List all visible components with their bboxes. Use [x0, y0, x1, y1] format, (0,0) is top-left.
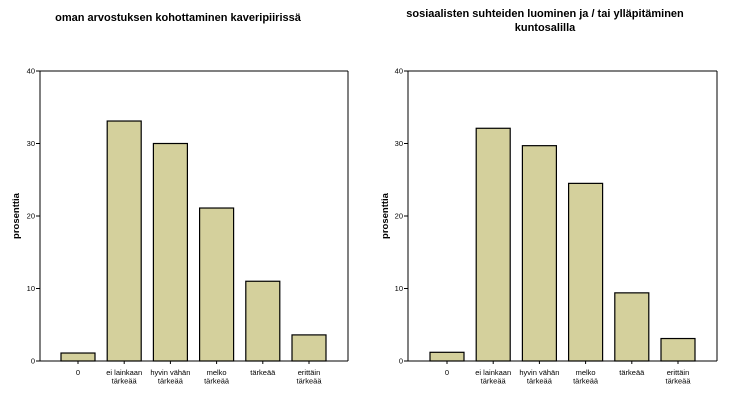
left-chart-category-label: 0 — [76, 368, 80, 377]
left-chart-category-label: erittäin — [298, 368, 321, 377]
right-chart-category-label: hyvin vähän — [519, 368, 559, 377]
left-chart-y-axis-label: prosenttia — [11, 192, 22, 239]
right-chart-category-label: 0 — [445, 368, 449, 377]
left-chart-category-label: tärkeää — [250, 368, 276, 377]
right-chart-category-label: ei lainkaan — [475, 368, 511, 377]
left-chart-category-label: tärkeää — [112, 377, 138, 386]
left-chart-category-label: ei lainkaan — [106, 368, 142, 377]
right-chart-bar — [429, 351, 465, 362]
right-chart-bar — [614, 292, 650, 362]
right-chart-title-line-2: kuntosalilla — [515, 22, 576, 34]
left-chart-bar — [291, 334, 327, 362]
left-chart-y-tick-label: 10 — [27, 284, 35, 293]
right-chart-bar — [475, 127, 511, 362]
left-chart-bar — [106, 120, 142, 362]
right-chart-category-label: tärkeää — [527, 377, 553, 386]
right-chart-category-label: tärkeää — [573, 377, 599, 386]
left-chart-y-tick-label: 40 — [27, 67, 35, 76]
right-chart-category-label: tärkeää — [481, 377, 507, 386]
right-chart-y-tick-label: 30 — [395, 139, 403, 148]
left-chart-category-label: hyvin vähän — [150, 368, 190, 377]
right-chart-y-tick-label: 0 — [399, 357, 403, 366]
left-chart-bar — [60, 352, 96, 362]
left-chart-y-tick-label: 20 — [27, 212, 35, 221]
right-chart-category-label: tärkeää — [619, 368, 645, 377]
right-chart-category-label: tärkeää — [665, 377, 691, 386]
left-chart-category-label: tärkeää — [158, 377, 184, 386]
right-chart-y-tick-label: 40 — [395, 67, 403, 76]
right-chart-y-axis-label: prosenttia — [380, 192, 391, 239]
left-chart-bar — [245, 280, 281, 362]
right-chart-bar — [567, 182, 604, 362]
left-chart-category-label: melko — [207, 368, 227, 377]
left-chart-y-tick-label: 30 — [27, 139, 35, 148]
right-chart-category-label: melko — [576, 368, 596, 377]
left-chart: oman arvostuksen kohottaminen kaveripiir… — [11, 12, 349, 386]
right-chart: sosiaalisten suhteiden luominen ja / tai… — [380, 8, 718, 386]
left-chart-category-label: tärkeää — [296, 377, 322, 386]
right-chart-bar — [660, 337, 696, 362]
left-chart-category-label: tärkeää — [204, 377, 230, 386]
right-chart-bar — [521, 145, 558, 362]
left-chart-y-tick-label: 0 — [31, 357, 35, 366]
left-chart-bar — [199, 207, 235, 362]
left-chart-title-line-1: oman arvostuksen kohottaminen kaveripiir… — [55, 12, 302, 24]
right-chart-title-line-1: sosiaalisten suhteiden luominen ja / tai… — [406, 8, 684, 20]
right-chart-category-label: erittäin — [667, 368, 690, 377]
right-chart-y-tick-label: 10 — [395, 284, 403, 293]
right-chart-y-tick-label: 20 — [395, 212, 403, 221]
left-chart-bar — [152, 142, 188, 362]
